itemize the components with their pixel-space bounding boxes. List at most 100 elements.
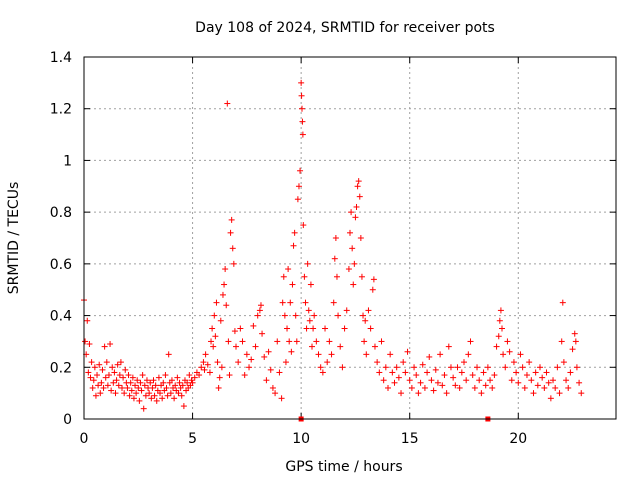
- data-point: [171, 395, 178, 402]
- data-point: [426, 353, 433, 360]
- data-point: [113, 377, 120, 384]
- data-point: [274, 338, 281, 345]
- data-point: [138, 387, 145, 394]
- data-point: [319, 369, 326, 376]
- data-point: [301, 273, 308, 280]
- data-point: [443, 390, 450, 397]
- data-point: [191, 374, 198, 381]
- data-point: [204, 361, 211, 368]
- data-point: [150, 377, 157, 384]
- data-point: [126, 392, 133, 399]
- data-point: [382, 364, 389, 371]
- data-point: [237, 325, 244, 332]
- data-point: [225, 338, 232, 345]
- data-point: [82, 338, 89, 345]
- data-point: [152, 382, 159, 389]
- data-point: [356, 193, 363, 200]
- data-point: [159, 395, 166, 402]
- data-point: [198, 364, 205, 371]
- data-point: [324, 359, 331, 366]
- y-tick-label: 1: [63, 153, 72, 169]
- data-point: [487, 377, 494, 384]
- axis-ticks: 0 0.2 0.4 0.6 0.8 1 1.2 1.4 0 5 10 15 20: [50, 50, 616, 447]
- data-point: [110, 379, 117, 386]
- data-point: [363, 351, 370, 358]
- y-tick-label: 0: [63, 412, 72, 428]
- data-point: [84, 317, 91, 324]
- data-point: [119, 384, 125, 391]
- data-point: [339, 364, 346, 371]
- data-point: [105, 372, 112, 379]
- data-point: [139, 372, 146, 379]
- data-point: [315, 351, 322, 358]
- data-point: [389, 369, 396, 376]
- data-point: [547, 395, 554, 402]
- data-point: [98, 379, 105, 386]
- data-point: [554, 364, 561, 371]
- y-tick-label: 0.6: [50, 257, 72, 273]
- data-point: [202, 351, 209, 358]
- data-point: [495, 333, 502, 340]
- data-point: [528, 377, 535, 384]
- data-point: [539, 374, 546, 381]
- data-point: [227, 229, 234, 236]
- data-point: [331, 255, 338, 262]
- data-point: [179, 382, 186, 389]
- data-point: [108, 387, 115, 394]
- data-point: [565, 384, 572, 391]
- data-point: [279, 299, 286, 306]
- data-point: [328, 351, 335, 358]
- data-point: [362, 317, 369, 324]
- data-point: [120, 374, 127, 381]
- data-point: [272, 390, 279, 397]
- data-point: [261, 353, 268, 360]
- data-point: [367, 325, 374, 332]
- data-point: [90, 377, 97, 384]
- data-point: [361, 338, 368, 345]
- data-point: [218, 364, 225, 371]
- data-point: [456, 384, 463, 391]
- data-point: [129, 374, 136, 381]
- data-point: [239, 338, 246, 345]
- data-point: [214, 359, 221, 366]
- data-point: [130, 395, 137, 402]
- data-point: [402, 369, 409, 376]
- data-point: [228, 216, 235, 223]
- data-point: [445, 343, 452, 350]
- data-point: [174, 374, 181, 381]
- data-point: [176, 379, 183, 386]
- data-point: [280, 273, 287, 280]
- data-point: [478, 390, 485, 397]
- data-point: [163, 384, 170, 391]
- data-point: [404, 348, 411, 355]
- data-point: [291, 229, 298, 236]
- y-tick-label: 1.4: [50, 50, 72, 66]
- data-point: [391, 379, 398, 386]
- data-point: [378, 338, 385, 345]
- chart-title: Day 108 of 2024, SRMTID for receiver pot…: [195, 20, 495, 36]
- data-point: [302, 299, 309, 306]
- data-point: [97, 390, 104, 397]
- data-point: [233, 343, 239, 350]
- data-point: [358, 273, 365, 280]
- data-point: [151, 392, 158, 399]
- data-point: [348, 209, 355, 216]
- data-point: [526, 359, 533, 366]
- y-axis-label: SRMTID / TECUs: [6, 182, 22, 295]
- data-point: [297, 167, 304, 174]
- plot-frame: [83, 56, 617, 420]
- data-point: [117, 359, 124, 366]
- data-point: [370, 276, 377, 283]
- data-point: [248, 356, 255, 363]
- data-point: [299, 118, 306, 125]
- data-point: [343, 307, 350, 314]
- data-point: [572, 338, 579, 345]
- x-tick-label: 20: [509, 431, 527, 447]
- data-point: [351, 260, 358, 267]
- x-tick-label: 0: [80, 431, 89, 447]
- data-point: [87, 374, 94, 381]
- data-point: [180, 403, 187, 410]
- data-point: [458, 369, 465, 376]
- data-point: [567, 369, 574, 376]
- data-point: [107, 341, 114, 348]
